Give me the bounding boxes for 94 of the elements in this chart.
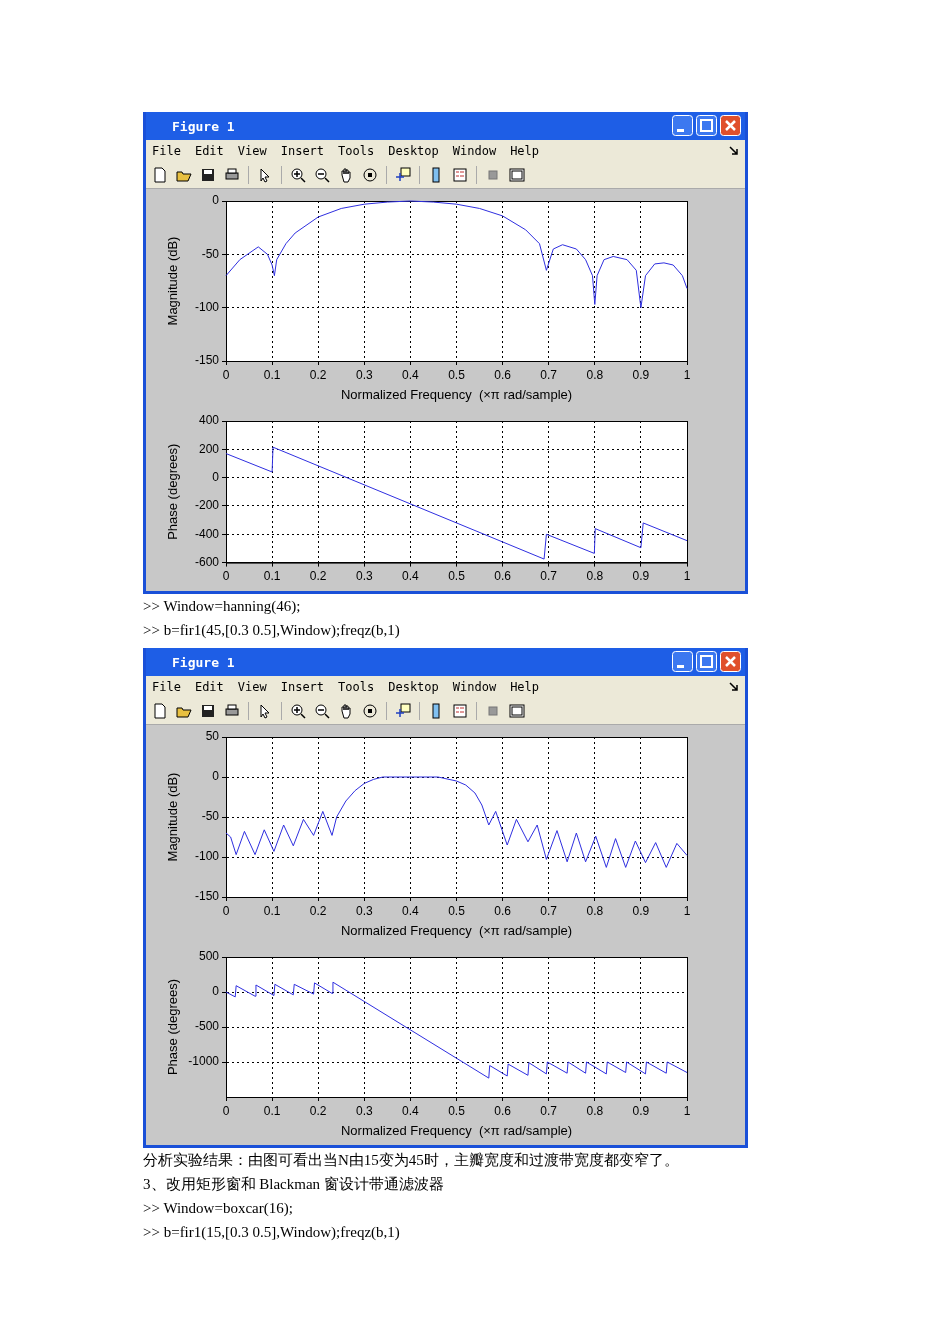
text: >> b=fir1(45,[0.3 0.5],Window);freqz(b,1) (143, 621, 401, 640)
x-tick-label: 0.1 (263, 569, 281, 584)
y-tick-label: 0 (212, 193, 220, 208)
text: 3、改用矩形窗和 Blackman 窗设计带通滤波器 (143, 1175, 445, 1194)
x-tick-label: 0.2 (309, 1103, 327, 1118)
x-tick-label: 0.5 (448, 367, 466, 382)
y-tick-label: -150 (194, 353, 220, 368)
x-tick-label: 0.6 (494, 903, 512, 918)
x-tick-label: 0.3 (355, 903, 373, 918)
text: File (152, 680, 181, 694)
text: File (152, 144, 181, 158)
text: Insert (280, 144, 325, 158)
x-tick-label: 0.4 (402, 569, 420, 584)
x-tick-label: 0.3 (355, 367, 373, 382)
x-tick-label: 0.3 (355, 569, 373, 584)
x-axis-title: Normalized Frequency (×π rad/sample) (340, 1122, 573, 1138)
text: Tools (338, 144, 375, 158)
text: View (237, 144, 267, 158)
x-tick-label: 0.5 (448, 903, 466, 918)
x-tick-label: 0.4 (402, 1103, 420, 1118)
text: Help (510, 144, 540, 158)
x-tick-label: 0 (222, 903, 230, 918)
y-tick-label: -150 (194, 889, 220, 904)
x-tick-label: 0.1 (263, 367, 281, 382)
y-axis-title: Magnitude (dB) (165, 236, 181, 326)
x-tick-label: 0.8 (586, 903, 604, 918)
text: Desktop (388, 144, 439, 158)
text: >> b=fir1(15,[0.3 0.5],Window);freqz(b,1) (143, 1223, 401, 1242)
x-tick-label: 0.6 (494, 367, 512, 382)
text: >> Window=hanning(46); (143, 597, 302, 616)
x-tick-label: 0.2 (309, 367, 327, 382)
x-tick-label: 0.9 (632, 903, 650, 918)
y-tick-label: -50 (201, 246, 220, 261)
y-tick-label: 0 (212, 769, 220, 784)
x-tick-label: 0.7 (540, 569, 558, 584)
x-tick-label: 0.6 (494, 1103, 512, 1118)
x-tick-label: 0 (222, 569, 230, 584)
x-tick-label: 1 (683, 367, 691, 382)
x-tick-label: 1 (683, 569, 691, 584)
y-tick-label: -100 (194, 299, 220, 314)
y-tick-label: 400 (198, 413, 220, 428)
x-tick-label: 0.9 (632, 367, 650, 382)
y-tick-label: 200 (198, 441, 220, 456)
x-tick-label: 0.7 (540, 903, 558, 918)
x-axis-title: Normalized Frequency (×π rad/sample) (340, 386, 573, 402)
x-tick-label: 1 (683, 903, 691, 918)
y-tick-label: -400 (194, 526, 220, 541)
x-tick-label: 0.3 (355, 1103, 373, 1118)
x-tick-label: 0.1 (263, 1103, 281, 1118)
y-tick-label: -1000 (188, 1054, 220, 1069)
text: 分析实验结果：由图可看出当N由15变为45时，主瓣宽度和过渡带宽度都变窄了。 (143, 1151, 680, 1170)
y-tick-label: -100 (194, 849, 220, 864)
text: >> Window=boxcar(16); (143, 1199, 294, 1218)
x-tick-label: 0 (222, 1103, 230, 1118)
text: Window (452, 680, 497, 694)
x-tick-label: 1 (683, 1103, 691, 1118)
y-tick-label: -200 (194, 498, 220, 513)
y-axis-title: Phase (degrees) (165, 978, 181, 1076)
text: Edit (194, 144, 224, 158)
text: Edit (194, 680, 224, 694)
text: Desktop (388, 680, 439, 694)
x-tick-label: 0.5 (448, 1103, 466, 1118)
y-tick-label: -600 (194, 554, 220, 569)
x-tick-label: 0.4 (402, 367, 420, 382)
x-tick-label: 0.4 (402, 903, 420, 918)
text: View (237, 680, 267, 694)
y-tick-label: -50 (201, 809, 220, 824)
chart-title: Figure 1 (146, 112, 745, 140)
y-axis-title: Magnitude (dB) (165, 772, 181, 862)
text: Tools (338, 680, 375, 694)
text: Window (452, 144, 497, 158)
y-axis-title: Phase (degrees) (165, 443, 181, 540)
x-tick-label: 0 (222, 367, 230, 382)
chart-title: Figure 1 (146, 648, 745, 676)
x-axis-title: Normalized Frequency (×π rad/sample) (340, 922, 573, 938)
x-tick-label: 0.8 (586, 1103, 604, 1118)
x-tick-label: 0.6 (494, 569, 512, 584)
x-tick-label: 0.7 (540, 1103, 558, 1118)
x-tick-label: 0.9 (632, 1103, 650, 1118)
x-tick-label: 0.9 (632, 569, 650, 584)
y-tick-label: 500 (198, 949, 220, 964)
text: Help (510, 680, 540, 694)
x-tick-label: 0.8 (586, 569, 604, 584)
y-tick-label: 0 (212, 469, 220, 484)
x-tick-label: 0.5 (448, 569, 466, 584)
x-tick-label: 0.2 (309, 903, 327, 918)
text: Insert (280, 680, 325, 694)
y-tick-label: -500 (194, 1019, 220, 1034)
x-tick-label: 0.1 (263, 903, 281, 918)
y-tick-label: 0 (212, 984, 220, 999)
x-tick-label: 0.8 (586, 367, 604, 382)
x-tick-label: 0.7 (540, 367, 558, 382)
x-tick-label: 0.2 (309, 569, 327, 584)
y-tick-label: 50 (205, 729, 220, 744)
